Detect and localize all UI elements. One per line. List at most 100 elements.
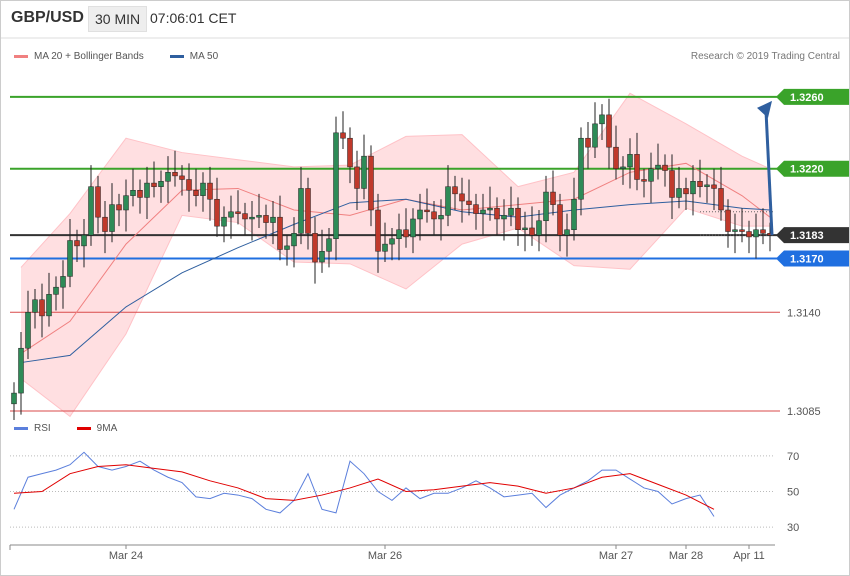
forecast-arrow-head [757,100,772,118]
candle-body [683,188,689,195]
candle-body [557,204,563,236]
rsi-legend-label: RSI [34,423,51,434]
candle-body [60,276,66,288]
rsi-legend: RSI 9MA [14,423,143,434]
date-tick-label: Apr 11 [733,550,765,562]
candle-body [445,186,451,216]
candle-body [753,229,759,238]
timestamp: 07:06:01 CET [150,10,237,26]
candle-body [228,211,234,218]
candle-body [746,231,752,238]
ma9-legend-label: 9MA [96,423,118,434]
candle-body [396,229,402,239]
candle-body [536,220,542,236]
date-tick-label: Mar 28 [669,550,703,562]
timeframe-badge[interactable]: 30 MIN [88,6,148,32]
candle-body [116,204,122,211]
candle-body [410,218,416,238]
candles-group [11,98,773,420]
candle-body [501,215,507,220]
candle-body [284,245,290,250]
candle-body [613,146,619,169]
candle-body [39,299,45,317]
ma20-legend-label: MA 20 + Bollinger Bands [34,51,144,62]
candle-body [718,188,724,211]
candle-body [95,186,101,218]
candle-body [207,182,213,200]
forecast-arrow-line [764,110,774,236]
candle-body [165,172,171,182]
candle-body [270,216,276,223]
candle-body [249,216,255,220]
candle-body [102,216,108,232]
candle-body [235,211,241,214]
candle-body [599,114,605,125]
candle-body [193,190,199,196]
candle-body [53,286,59,295]
candle-body [319,251,325,263]
date-tick-label: Mar 26 [368,550,402,562]
candle-body [11,392,17,405]
candle-body [459,193,465,202]
candle-body [32,299,38,313]
candle-body [354,166,360,189]
candle-body [662,164,668,171]
candle-body [256,215,262,218]
candle-body [130,190,136,196]
candle-body [305,188,311,234]
rsi-ma9-line [13,464,715,510]
ma20-swatch [14,55,28,58]
candle-body [487,207,493,211]
candle-body [452,186,458,195]
candle-body [550,191,556,205]
level-tag-resistance-1 [776,160,850,177]
candle-body [312,233,318,263]
copyright: Research © 2019 Trading Central [690,51,840,62]
candle-body [25,312,31,349]
candle-body [571,198,577,230]
candle-body [592,123,598,148]
candle-body [466,200,472,205]
candle-body [186,179,192,191]
candle-body [144,182,150,198]
candle-body [641,179,647,182]
candle-body [739,229,745,232]
candle-body [473,204,479,214]
candle-body [529,227,535,236]
candle-body [620,166,626,169]
symbol-title: GBP/USD [11,9,84,26]
candle-body [431,211,437,220]
candle-body [564,229,570,236]
candle-body [263,215,269,223]
candle-body [18,347,24,394]
ma50-swatch [169,55,184,58]
candle-body [585,137,591,148]
candle-body [46,294,52,317]
candle-body [711,184,717,189]
rsi-tick-label: 50 [787,487,799,499]
candle-body [627,154,633,168]
candle-body [417,209,423,220]
candle-body [732,229,738,232]
candle-body [508,207,514,216]
candle-body [543,191,549,222]
candle-body [704,184,710,187]
candle-body [67,240,73,277]
candle-body [214,198,220,227]
level-tag-resistance-2 [776,88,850,105]
candle-body [109,204,115,232]
candle-body [760,229,766,234]
candle-body [88,186,94,236]
candle-body [347,137,353,168]
bollinger-upper-line [20,92,771,268]
candle-body [438,215,444,220]
candle-body [326,238,332,252]
ma9-swatch [76,427,91,430]
level-tag-pivot [776,250,850,267]
candle-body [277,216,283,250]
candle-body [158,181,164,187]
candle-body [151,182,157,187]
candle-body [375,209,381,252]
rsi-swatch [14,427,28,430]
candle-body [291,233,297,247]
